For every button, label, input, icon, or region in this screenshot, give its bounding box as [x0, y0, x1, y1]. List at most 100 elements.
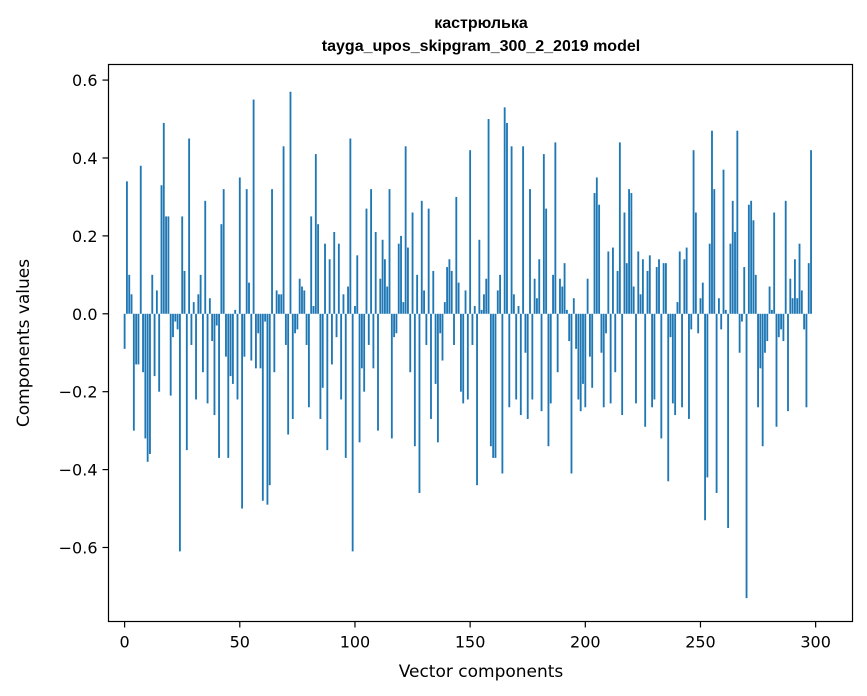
bar-11: [149, 313, 151, 455]
bar-123: [407, 247, 409, 314]
bar-187: [554, 142, 557, 314]
bar-282: [773, 212, 776, 314]
bar-189: [559, 278, 561, 314]
bar-64: [271, 189, 273, 314]
bar-235: [665, 263, 667, 314]
bar-253: [706, 313, 709, 478]
bar-35: [204, 200, 207, 314]
bar-134: [432, 270, 435, 314]
bar-167: [508, 313, 511, 408]
bar-251: [701, 282, 704, 314]
bar-124: [409, 313, 412, 373]
bar-107: [370, 189, 373, 314]
bar-67: [278, 294, 280, 314]
bar-104: [363, 313, 366, 392]
bar-213: [614, 313, 617, 373]
bar-292: [796, 298, 799, 314]
bar-236: [667, 313, 670, 482]
bar-29: [190, 313, 193, 345]
bar-74: [294, 313, 296, 334]
bar-112: [381, 239, 384, 314]
bar-125: [411, 212, 414, 314]
bar-218: [625, 263, 628, 314]
bar-228: [648, 255, 651, 314]
bar-201: [586, 278, 589, 314]
bar-280: [768, 286, 771, 314]
bar-281: [770, 309, 773, 314]
bar-166: [506, 122, 508, 314]
bar-83: [314, 154, 317, 314]
bar-139: [443, 302, 446, 314]
bar-276: [759, 313, 762, 369]
bar-285: [780, 313, 783, 330]
bar-21: [172, 313, 174, 338]
bar-259: [720, 313, 723, 330]
bar-10: [146, 313, 149, 462]
bar-70: [284, 313, 287, 345]
bar-39: [213, 313, 216, 416]
bar-51: [241, 313, 244, 509]
bar-36: [206, 313, 209, 404]
bar-184: [547, 313, 550, 447]
bar-180: [538, 259, 541, 314]
bar-247: [692, 150, 695, 314]
bar-66: [275, 290, 278, 314]
bar-1: [126, 181, 128, 314]
bar-223: [637, 251, 640, 314]
bar-289: [789, 278, 792, 314]
bar-16: [160, 185, 163, 314]
bar-145: [457, 282, 460, 314]
bar-13: [153, 313, 156, 377]
bar-233: [660, 313, 663, 439]
bar-175: [526, 313, 529, 419]
bar-155: [480, 309, 483, 314]
bar-88: [326, 313, 329, 451]
bar-141: [448, 259, 451, 314]
bar-19: [167, 216, 170, 314]
bar-190: [561, 286, 564, 314]
x-tick-label-250: 250: [685, 633, 716, 652]
bar-14: [155, 290, 158, 314]
bar-211: [609, 313, 612, 404]
bar-78: [303, 290, 306, 314]
bar-205: [595, 177, 598, 314]
x-tick-label-150: 150: [455, 633, 486, 652]
bar-76: [298, 278, 301, 314]
bar-43: [222, 189, 225, 314]
plot-frame: [107, 63, 854, 623]
bar-129: [420, 200, 423, 314]
bar-142: [450, 270, 453, 314]
bar-260: [722, 169, 725, 314]
bar-169: [512, 294, 515, 314]
bar-55: [250, 313, 253, 361]
bar-256: [713, 189, 716, 314]
bar-12: [151, 274, 154, 314]
bar-131: [425, 313, 428, 345]
bar-174: [524, 313, 527, 353]
bar-185: [549, 313, 552, 404]
bar-135: [434, 313, 437, 384]
bar-100: [354, 306, 356, 314]
bar-0: [123, 313, 126, 349]
bar-30: [192, 302, 195, 314]
bar-102: [358, 313, 361, 443]
bar-257: [715, 313, 718, 493]
bar-69: [282, 146, 285, 314]
y-tick-label-3: 0.0: [72, 305, 97, 324]
bar-93: [337, 243, 340, 314]
bar-117: [393, 313, 396, 338]
bar-219: [628, 189, 630, 314]
y-axis-label: Components values: [14, 259, 34, 427]
bar-116: [390, 313, 393, 439]
x-tick-label-300: 300: [800, 633, 831, 652]
bar-240: [676, 302, 679, 314]
bar-221: [632, 286, 635, 314]
bar-212: [612, 247, 614, 314]
bar-284: [777, 313, 780, 338]
bar-105: [365, 208, 368, 314]
bar-113: [383, 259, 386, 314]
bar-286: [782, 313, 785, 342]
bar-82: [312, 306, 315, 314]
bar-182: [542, 154, 545, 314]
bar-245: [688, 313, 690, 419]
